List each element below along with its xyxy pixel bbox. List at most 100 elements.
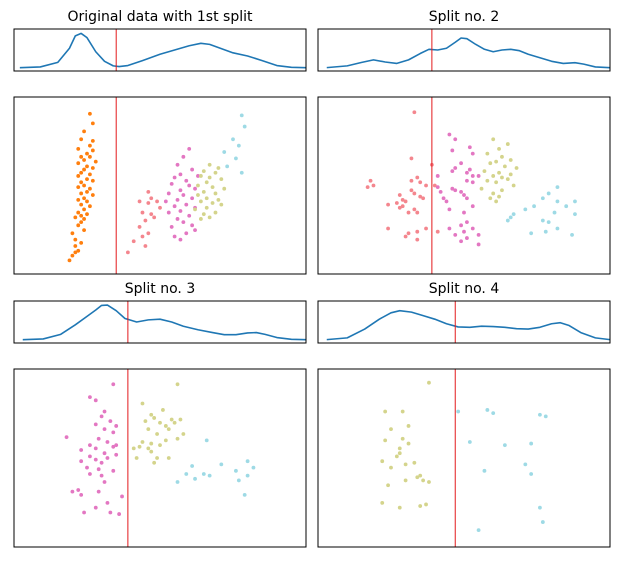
data-point xyxy=(85,465,89,470)
data-point xyxy=(222,150,227,154)
plot-area xyxy=(64,369,256,547)
data-point xyxy=(403,478,408,483)
data-point xyxy=(465,178,469,183)
data-point xyxy=(146,201,151,205)
data-point xyxy=(397,193,402,197)
data-point xyxy=(96,467,101,472)
data-point xyxy=(82,183,86,188)
density-line-0 xyxy=(19,32,306,69)
data-point xyxy=(465,196,469,201)
data-point xyxy=(79,191,84,196)
data-point xyxy=(453,166,458,170)
data-point xyxy=(502,443,507,448)
density-panel-4: Split no. 3 xyxy=(13,281,307,344)
data-point xyxy=(234,156,238,161)
data-point xyxy=(400,436,405,441)
data-point xyxy=(64,435,69,440)
data-point xyxy=(523,462,528,467)
data-point xyxy=(491,174,496,178)
data-point xyxy=(73,250,78,255)
data-point xyxy=(175,217,180,221)
data-point xyxy=(175,436,180,441)
data-point xyxy=(456,409,461,414)
density-line-0 xyxy=(326,309,610,341)
data-point xyxy=(397,446,402,451)
data-point xyxy=(175,382,180,387)
data-point xyxy=(204,205,209,210)
axes-frame xyxy=(13,96,307,275)
data-point xyxy=(172,234,177,239)
data-point xyxy=(427,380,431,385)
data-point xyxy=(70,253,75,258)
data-point xyxy=(178,417,183,422)
data-point xyxy=(163,438,168,443)
data-point xyxy=(190,196,195,201)
data-point xyxy=(137,199,142,204)
data-point xyxy=(96,489,101,494)
data-point xyxy=(140,210,145,215)
data-point xyxy=(435,174,440,178)
data-point xyxy=(213,191,218,196)
data-point xyxy=(93,422,98,427)
data-point xyxy=(508,172,513,177)
data-point xyxy=(198,174,203,178)
data-point xyxy=(73,244,78,248)
data-point xyxy=(76,185,81,189)
data-point xyxy=(190,167,195,172)
data-point xyxy=(389,427,393,432)
data-point xyxy=(175,162,180,167)
data-point xyxy=(400,204,405,209)
data-point xyxy=(102,409,107,414)
data-point xyxy=(85,177,89,182)
data-point xyxy=(459,189,463,194)
data-point xyxy=(465,220,469,225)
scatter-panel-7 xyxy=(317,368,611,548)
data-point xyxy=(216,166,221,170)
data-point xyxy=(540,218,545,223)
data-point xyxy=(76,174,81,178)
data-point xyxy=(79,492,84,497)
data-point xyxy=(394,454,399,459)
data-point xyxy=(485,178,490,183)
data-point xyxy=(450,169,455,174)
data-point xyxy=(79,448,84,452)
data-point xyxy=(99,460,104,465)
data-point xyxy=(88,172,92,177)
data-point xyxy=(409,156,414,161)
data-point xyxy=(485,408,490,412)
data-point xyxy=(225,164,230,169)
data-point xyxy=(470,204,475,209)
axes-frame xyxy=(317,96,611,275)
data-point xyxy=(485,151,490,156)
data-point xyxy=(90,148,95,153)
data-point xyxy=(502,164,507,169)
data-point xyxy=(70,489,75,494)
data-point xyxy=(207,473,212,478)
data-point xyxy=(155,456,159,460)
plot-area xyxy=(19,29,306,71)
data-point xyxy=(470,226,475,231)
data-point xyxy=(79,202,84,207)
data-point xyxy=(406,441,411,446)
data-point xyxy=(371,183,376,188)
data-point xyxy=(462,193,466,197)
data-point xyxy=(231,137,235,142)
data-point xyxy=(397,205,402,210)
data-point xyxy=(82,510,86,515)
data-point xyxy=(505,142,510,146)
data-point xyxy=(172,420,177,425)
density-panel-0: Original data with 1st split xyxy=(13,9,307,72)
data-point xyxy=(117,512,122,516)
density-panel-6: Split no. 4 xyxy=(317,281,611,344)
data-point xyxy=(105,500,110,505)
data-point xyxy=(193,228,197,233)
data-point xyxy=(438,189,443,194)
data-point xyxy=(219,177,224,182)
data-point xyxy=(234,468,238,473)
data-point xyxy=(204,438,209,443)
data-point xyxy=(163,199,168,204)
data-point xyxy=(158,443,162,448)
data-point xyxy=(96,436,101,441)
data-point xyxy=(500,175,504,180)
data-point xyxy=(178,172,183,177)
